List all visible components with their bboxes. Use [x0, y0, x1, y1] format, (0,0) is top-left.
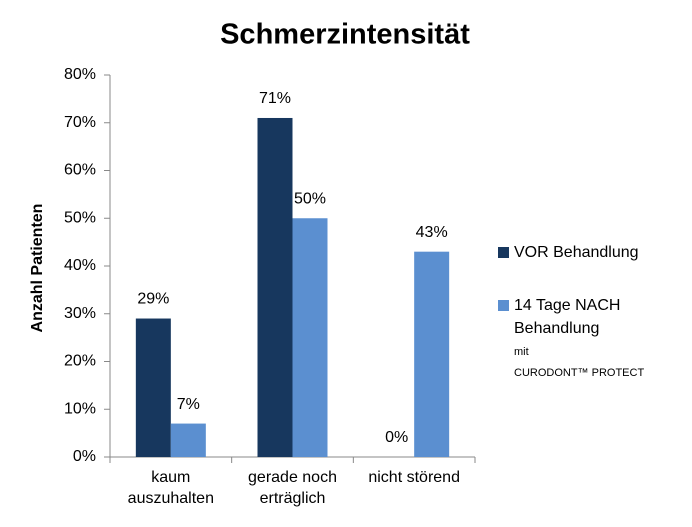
legend-swatch [498, 247, 509, 258]
data-label: 29% [137, 291, 169, 308]
y-tick-label: 40% [64, 257, 96, 274]
y-tick-label: 0% [73, 448, 96, 465]
data-label: 0% [385, 429, 408, 446]
legend-swatch [498, 300, 509, 311]
x-tick-label: gerade noch erträglich [248, 469, 337, 507]
legend-label: VOR Behandlung [514, 244, 639, 261]
chart-title: Schmerzintensität [220, 19, 470, 51]
data-label: 71% [259, 90, 291, 107]
data-label: 43% [416, 224, 448, 241]
y-axis-label: Anzahl Patienten [29, 204, 46, 333]
legend-note: CURODONT™ PROTECT [514, 367, 645, 379]
legend-label: 14 Tage NACH Behandlung [514, 297, 621, 337]
y-tick-label: 50% [64, 209, 96, 226]
bar [414, 251, 450, 457]
y-tick-label: 30% [64, 305, 96, 322]
bar [292, 218, 328, 457]
y-tick-label: 70% [64, 114, 96, 131]
bar [170, 423, 206, 457]
x-tick-label: nicht störend [368, 469, 460, 486]
legend-note: mit [514, 346, 529, 358]
y-tick-label: 10% [64, 400, 96, 417]
y-tick-label: 80% [64, 66, 96, 83]
y-tick-label: 60% [64, 162, 96, 179]
x-tick-label: kaum auszuhalten [127, 469, 214, 507]
data-label: 50% [294, 190, 326, 207]
y-tick-label: 20% [64, 353, 96, 370]
bar [135, 318, 171, 457]
bar [257, 117, 293, 457]
data-label: 7% [177, 396, 200, 413]
